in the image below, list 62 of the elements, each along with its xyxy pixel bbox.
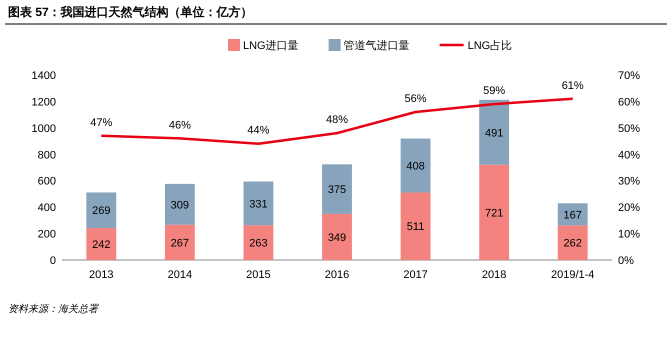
data-label: 331 <box>249 198 268 210</box>
y2-tick-label: 20% <box>618 202 640 214</box>
data-label: 47% <box>90 116 113 129</box>
legend-label: LNG占比 <box>468 39 512 52</box>
bar <box>86 228 116 260</box>
bar <box>400 192 430 260</box>
y2-tick-label: 60% <box>618 96 640 108</box>
y2-tick-label: 50% <box>618 122 640 135</box>
y2-tick-label: 10% <box>618 228 640 241</box>
x-tick-label: 2014 <box>168 269 192 281</box>
data-label: 269 <box>92 205 110 218</box>
legend-label: 管道气进口量 <box>344 39 410 52</box>
data-label: 262 <box>564 238 582 250</box>
data-label: 61% <box>562 80 584 92</box>
y-tick-label: 800 <box>38 149 56 162</box>
bar <box>322 214 352 260</box>
bar <box>164 184 195 225</box>
data-label: 59% <box>483 85 506 98</box>
data-label: 491 <box>484 127 504 140</box>
bar <box>558 225 588 260</box>
x-tick-label: 2016 <box>324 269 350 281</box>
x-tick-label: 2017 <box>403 269 428 281</box>
bar <box>244 182 274 226</box>
y-tick-label: 1200 <box>32 96 56 108</box>
x-tick-label: 2013 <box>89 269 114 281</box>
data-label: 267 <box>170 237 190 250</box>
y2-tick-label: 70% <box>618 70 640 82</box>
bar <box>322 164 352 214</box>
y2-tick-label: 30% <box>618 176 640 188</box>
x-tick-label: 2019/1-4 <box>550 269 594 281</box>
data-label: 511 <box>406 221 424 234</box>
bar <box>479 100 510 165</box>
data-label: 408 <box>406 160 425 173</box>
bar <box>86 192 116 228</box>
data-label: 349 <box>328 232 346 244</box>
data-label: 721 <box>484 207 504 220</box>
data-label: 56% <box>404 93 427 105</box>
bar <box>164 224 195 260</box>
y-tick-label: 1000 <box>32 122 56 135</box>
bar <box>400 138 430 192</box>
y-tick-label: 1400 <box>32 70 56 82</box>
x-tick-label: 2018 <box>482 269 506 281</box>
chart-title: 图表 57：我国进口天然气结构（单位：亿方） <box>8 5 253 19</box>
data-label: 263 <box>249 238 268 250</box>
x-tick-label: 2015 <box>246 269 271 281</box>
text: 资料来源：海关总署 <box>8 303 99 315</box>
y2-tick-label: 40% <box>618 149 640 162</box>
bar <box>244 225 274 260</box>
y-tick-label: 400 <box>38 202 56 214</box>
y-tick-label: 0 <box>50 255 56 267</box>
legend-label: LNG进口量 <box>243 39 299 52</box>
data-label: 48% <box>326 114 348 126</box>
data-label: 309 <box>170 199 190 212</box>
data-label: 167 <box>564 209 582 222</box>
y-tick-label: 200 <box>38 228 56 241</box>
data-label: 375 <box>328 184 346 196</box>
data-label: 46% <box>168 119 192 132</box>
y-tick-label: 600 <box>38 176 56 188</box>
data-label: 44% <box>247 124 270 137</box>
data-label: 242 <box>92 239 110 252</box>
bar <box>479 164 510 260</box>
y2-tick-label: 0% <box>618 255 634 267</box>
